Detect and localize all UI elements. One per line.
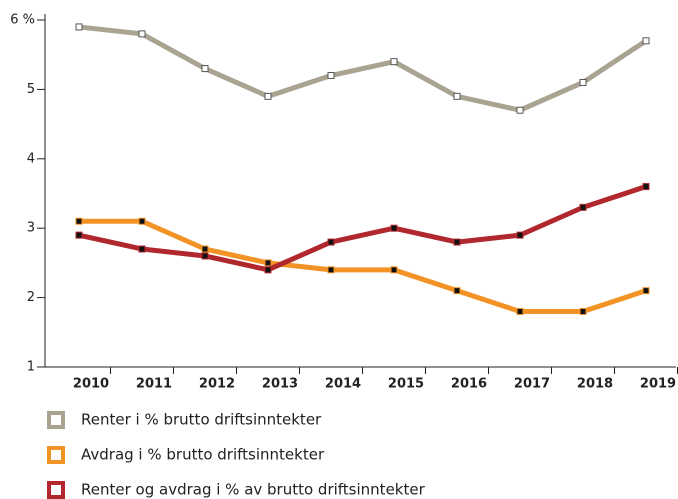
y-tick-label: 1	[27, 360, 35, 375]
x-tick-label xl: 2010	[73, 377, 109, 392]
y-tick-label: 6 %	[10, 13, 35, 28]
marker	[642, 37, 650, 45]
x-tick-label xl: 2015	[388, 377, 424, 392]
marker	[201, 245, 209, 253]
line	[78, 24, 648, 113]
marker	[516, 231, 524, 239]
marker	[75, 217, 83, 225]
y-tick-label: 4	[27, 151, 35, 166]
marker	[327, 266, 335, 274]
marker	[75, 23, 83, 31]
marker	[138, 217, 146, 225]
x-tick-label xl: 2013	[262, 377, 298, 392]
marker	[453, 92, 461, 100]
marker	[327, 72, 335, 80]
legend-swatch	[47, 411, 65, 429]
marker	[516, 307, 524, 315]
marker	[138, 245, 146, 253]
x-tick-label xl: 2014	[325, 377, 361, 392]
marker	[390, 58, 398, 66]
x-tick-label xl: 2017	[514, 377, 550, 392]
marker	[390, 224, 398, 232]
y-tick-label: 5	[27, 82, 35, 97]
marker	[579, 78, 587, 86]
x-tick-label xl: 2018	[577, 377, 613, 392]
marker	[264, 259, 272, 267]
x-tick-label xl: 2019	[640, 377, 676, 392]
x-tick-label xl: 2016	[451, 377, 487, 392]
marker	[642, 183, 650, 191]
marker	[453, 287, 461, 295]
legend-label: Renter i % brutto driftsinntekter	[81, 411, 322, 429]
marker	[390, 266, 398, 274]
x-tick-label xl: 2012	[199, 377, 235, 392]
marker	[516, 106, 524, 114]
marker	[453, 238, 461, 246]
marker	[201, 65, 209, 73]
y-tick-label: 3	[27, 221, 35, 236]
marker	[138, 30, 146, 38]
line	[78, 184, 647, 273]
legend-swatch	[47, 481, 65, 499]
marker	[579, 203, 587, 211]
legend-label: Avdrag i % brutto driftsinntekter	[81, 446, 325, 464]
line	[79, 218, 647, 314]
y-tick-label: 2	[27, 290, 35, 305]
legend-label: Renter og avdrag i % av brutto driftsinn…	[81, 481, 426, 499]
marker	[642, 287, 650, 295]
marker	[327, 238, 335, 246]
marker	[201, 252, 209, 260]
marker	[264, 266, 272, 274]
marker	[264, 92, 272, 100]
x-tick-label xl: 2011	[136, 377, 172, 392]
marker	[75, 231, 83, 239]
marker	[579, 307, 587, 315]
legend-swatch	[47, 446, 65, 464]
